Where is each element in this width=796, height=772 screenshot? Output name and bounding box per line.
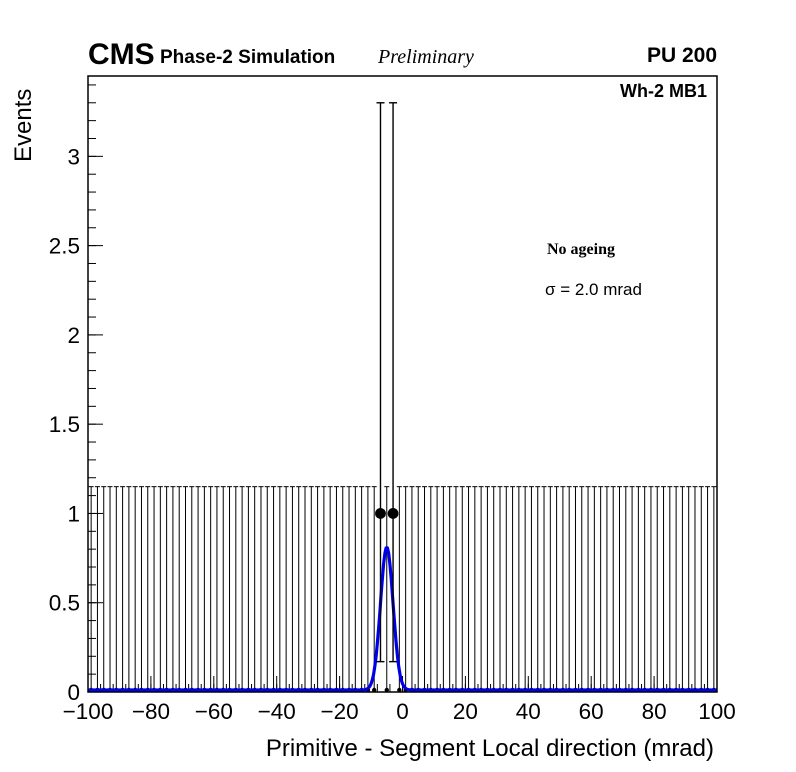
empty-bin-marker — [397, 687, 402, 693]
x-tick-label: 20 — [453, 699, 478, 724]
x-tick-label: 60 — [579, 699, 604, 724]
x-tick-label: −80 — [132, 699, 170, 724]
y-tick-label: 2.5 — [49, 234, 80, 259]
x-tick-label: 40 — [516, 699, 541, 724]
simulation-label: Phase-2 Simulation — [160, 47, 336, 68]
y-tick-label: 1 — [67, 501, 80, 526]
sigma-annotation: σ = 2.0 mrad — [545, 280, 642, 299]
y-tick-label: 3 — [67, 144, 80, 169]
preliminary-label: Preliminary — [378, 46, 474, 68]
x-tick-label: −20 — [321, 699, 359, 724]
x-tick-label: 80 — [642, 699, 667, 724]
x-tick-label: 0 — [396, 699, 409, 724]
empty-bin-marker — [384, 687, 389, 693]
y-tick-label: 0 — [67, 680, 80, 705]
ageing-annotation: No ageing — [547, 241, 615, 258]
chamber-label: Wh-2 MB1 — [620, 81, 707, 101]
x-tick-label: 100 — [698, 699, 736, 724]
x-tick-label: −40 — [258, 699, 296, 724]
y-tick-label: 2 — [67, 323, 80, 348]
y-tick-label: 1.5 — [49, 412, 80, 437]
y-axis-title: Events — [10, 89, 37, 162]
gaussian-fit-curve — [87, 546, 718, 692]
y-tick-label: 0.5 — [49, 591, 80, 616]
empty-bin-marker — [371, 687, 377, 693]
data-point-marker — [387, 508, 399, 519]
x-tick-label: −60 — [195, 699, 233, 724]
pileup-label: PU 200 — [646, 44, 717, 67]
data-point-marker — [375, 508, 386, 519]
cms-logo-text: CMS — [88, 38, 155, 71]
x-axis-title: Primitive - Segment Local direction (mra… — [266, 735, 714, 762]
x-tick-label: −100 — [63, 699, 114, 724]
plot-frame — [87, 75, 718, 693]
